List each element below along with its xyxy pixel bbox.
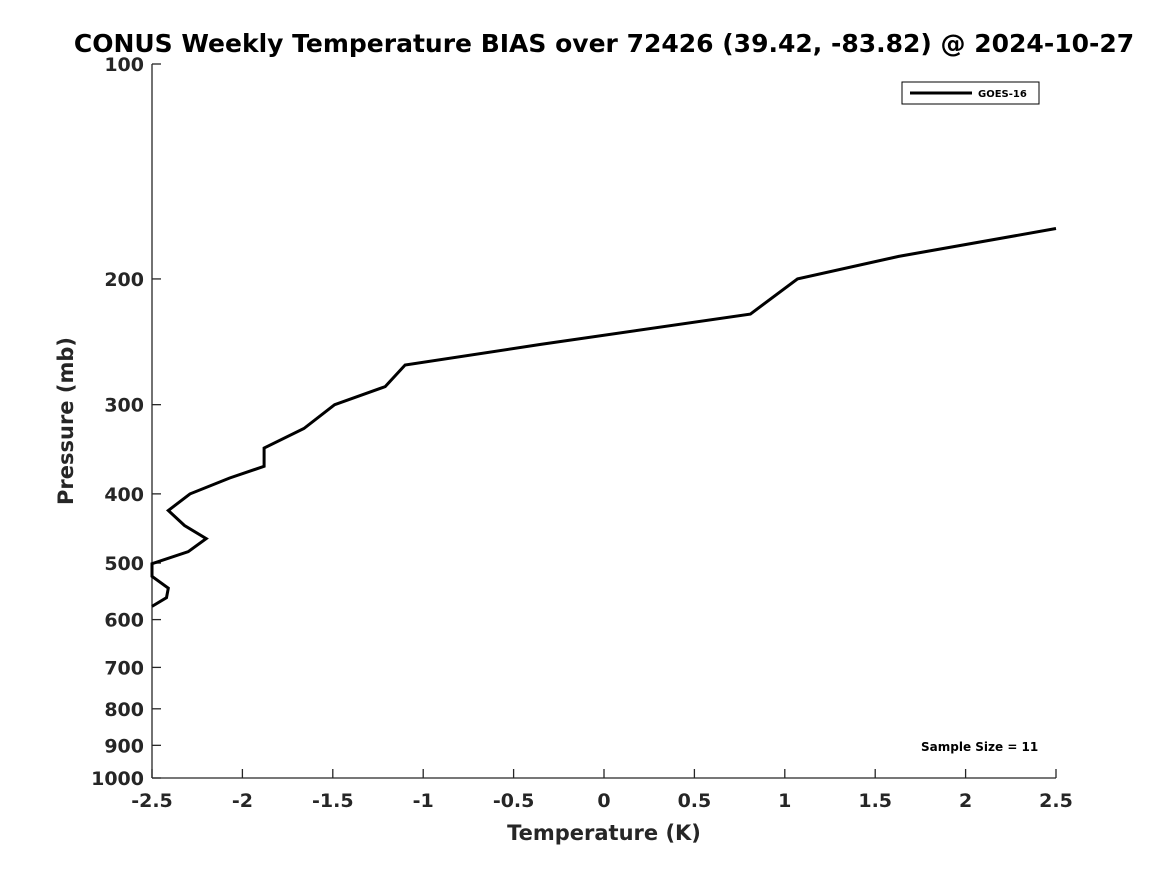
- x-tick-label: -1: [413, 790, 434, 812]
- y-tick-label: 400: [104, 484, 144, 506]
- y-tick-label: 500: [104, 553, 144, 575]
- x-axis-label: Temperature (K): [507, 821, 701, 845]
- y-tick-label: 100: [104, 54, 144, 76]
- y-tick-label: 200: [104, 269, 144, 291]
- legend-entry-goes-16: GOES-16: [978, 89, 1027, 100]
- y-axis-ticks: 100 200 300 400 500 600 700 800 900 1000: [91, 54, 161, 790]
- series-line-goes-16: [150, 227, 1057, 608]
- y-tick-label: 1000: [91, 768, 144, 790]
- plot-area: [150, 64, 1057, 779]
- x-tick-label: -2: [232, 790, 253, 812]
- x-axis-ticks: -2.5 -2 -1.5 -1 -0.5 0 0.5 1 1.5 2 2.5: [131, 769, 1073, 812]
- x-tick-label: -1.5: [312, 790, 354, 812]
- x-tick-label: 1.5: [858, 790, 892, 812]
- y-tick-label: 800: [104, 699, 144, 721]
- y-tick-label: 900: [104, 735, 144, 757]
- x-tick-label: 2: [959, 790, 972, 812]
- x-tick-label: 2.5: [1039, 790, 1073, 812]
- chart-title: CONUS Weekly Temperature BIAS over 72426…: [74, 29, 1134, 58]
- y-tick-label: 600: [104, 610, 144, 632]
- y-tick-label: 700: [104, 657, 144, 679]
- x-tick-label: 0: [597, 790, 610, 812]
- y-tick-label: 300: [104, 395, 144, 417]
- x-tick-label: -2.5: [131, 790, 173, 812]
- x-tick-label: 1: [778, 790, 791, 812]
- x-tick-label: 0.5: [678, 790, 712, 812]
- sample-size-annotation: Sample Size = 11: [921, 740, 1038, 754]
- x-tick-label: -0.5: [493, 790, 535, 812]
- y-axis-label: Pressure (mb): [54, 337, 78, 505]
